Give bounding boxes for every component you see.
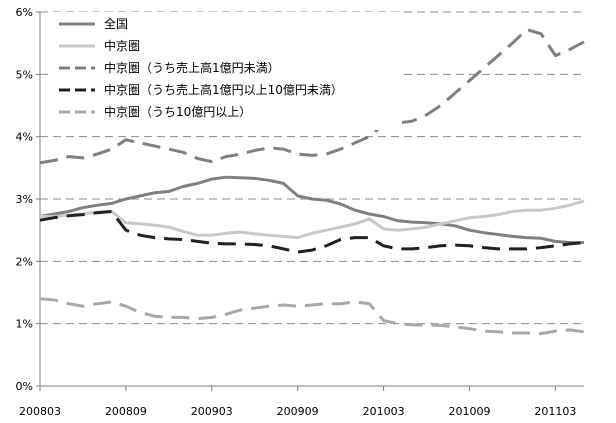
series-line-4	[39, 297, 585, 336]
y-tick-label: 5%	[16, 68, 33, 81]
legend-label-2: 中京圏（うち売上高1億円未満）	[104, 60, 280, 75]
series-line-2	[39, 28, 585, 165]
y-tick-label: 4%	[16, 131, 33, 144]
series-lines	[39, 28, 585, 336]
y-tick-label: 1%	[16, 318, 33, 331]
y-tick-label: 3%	[16, 193, 33, 206]
axes: 0% 1% 2% 3% 4% 5% 6% 200803 200809 200903 200909 20…	[16, 6, 584, 418]
x-tick-label: 200803	[19, 405, 61, 418]
legend-label-0: 全国	[104, 16, 128, 31]
x-tick-label: 200809	[105, 405, 147, 418]
legend-label-1: 中京圏	[104, 38, 140, 53]
x-tick-label: 201003	[363, 405, 405, 418]
legend-label-3: 中京圏（うち売上高1億円以上10億円未満）	[104, 82, 343, 97]
series-line-0	[39, 175, 584, 245]
x-tick-label: 201009	[448, 405, 490, 418]
series-line-3	[39, 210, 585, 254]
x-tick-label: 200903	[191, 405, 233, 418]
series-line-1	[40, 199, 585, 240]
y-tick-label: 0%	[16, 380, 33, 393]
y-tick-label: 2%	[16, 255, 33, 268]
legend-label-4: 中京圏（うち10億円以上）	[104, 104, 251, 119]
x-tick-label: 200909	[277, 405, 319, 418]
x-tick-label: 201103	[534, 405, 576, 418]
y-tick-label: 6%	[16, 6, 33, 19]
legend-background	[52, 12, 402, 130]
